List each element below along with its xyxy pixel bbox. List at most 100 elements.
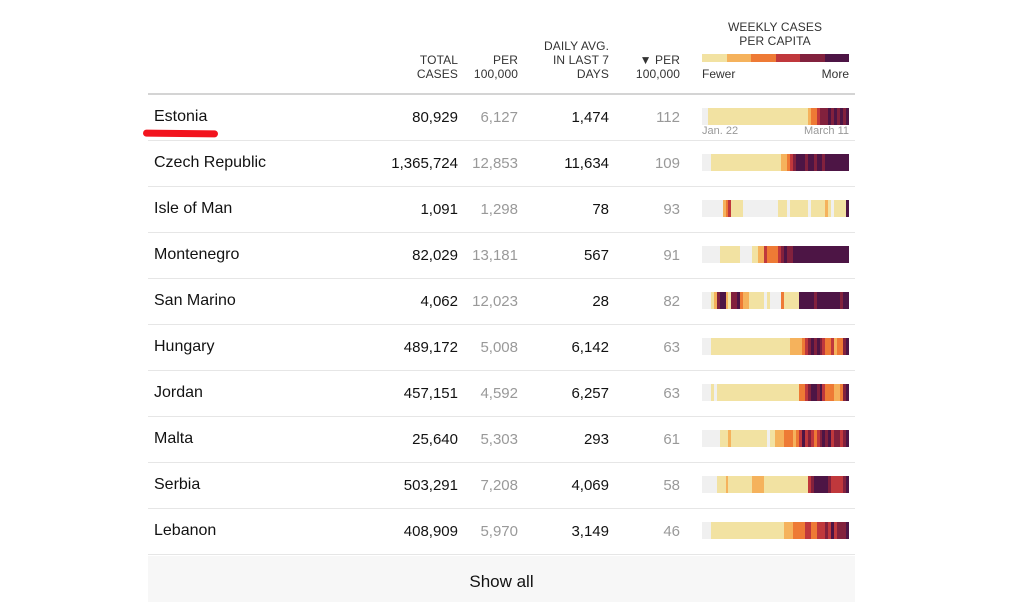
table-row[interactable]: Lebanon 408,909 5,970 3,149 46 (148, 509, 855, 555)
heatmap-cell (731, 430, 735, 447)
heatmap-cell (840, 154, 843, 171)
heatmap-cell (840, 384, 843, 401)
heatmap-cell (734, 384, 738, 401)
cases-table: Total Cases Per 100,000 Daily Avg. In La… (142, 0, 855, 555)
heatmap-cell (751, 108, 755, 125)
heatmap-cell (734, 246, 738, 263)
heatmap-cell (722, 522, 726, 539)
show-all-button[interactable]: Show all (148, 556, 855, 602)
heatmap-cell (760, 522, 764, 539)
heatmap-cell (743, 292, 747, 309)
heatmap-cell (731, 200, 735, 217)
heatmap-cell (722, 476, 726, 493)
legend-swatch (800, 54, 825, 62)
table-row[interactable]: Hungary 489,172 5,008 6,142 63 (148, 325, 855, 371)
table-row[interactable]: San Marino 4,062 12,023 28 82 (148, 279, 855, 325)
heatmap-cell (825, 292, 829, 309)
heatmap-cell (801, 246, 805, 263)
table-row[interactable]: Malta 25,640 5,303 293 61 (148, 417, 855, 463)
per-100k: 7,208 (480, 477, 518, 494)
header-per-100k[interactable]: Per 100,000 (473, 53, 518, 81)
heatmap-cell (707, 108, 711, 125)
heatmap-cell (819, 292, 823, 309)
heatmap-cell (766, 246, 770, 263)
heatmap-cell (757, 338, 761, 355)
heatmap-cell (796, 292, 799, 309)
total-cases: 25,640 (412, 431, 458, 448)
header-daily-avg[interactable]: Daily Avg. In Last 7 Days (543, 39, 609, 81)
heatmap-cell (737, 476, 741, 493)
heatmap-cell (822, 154, 826, 171)
header-per-100k-daily-sorted[interactable]: ▼ Per 100,000 (635, 53, 680, 81)
heatmap-cell (784, 430, 788, 447)
heatmap-cell (731, 292, 735, 309)
heatmap-cell (737, 246, 741, 263)
table-row[interactable]: Montenegro 82,029 13,181 567 91 (148, 233, 855, 279)
table-row[interactable]: Estonia 80,929 6,127 1,474 112 Jan. 22 March 1… (142, 95, 855, 141)
heatmap-cell (728, 154, 732, 171)
heatmap-cell (704, 108, 708, 125)
heatmap-cell (828, 430, 832, 447)
heatmap-cell (763, 384, 767, 401)
per-100k: 12,853 (472, 155, 518, 172)
total-cases: 4,062 (420, 293, 458, 310)
heatmap-cell (772, 338, 776, 355)
heatmap-cell (728, 384, 732, 401)
heatmap-cell (760, 338, 764, 355)
country-name: Malta (154, 430, 194, 447)
table-row[interactable]: Jordan 457,151 4,592 6,257 63 (148, 371, 855, 417)
heatmap-cell (807, 108, 811, 125)
heatmap-cell (840, 338, 843, 355)
heatmap-cell (843, 430, 846, 447)
heatmap-cell (769, 476, 773, 493)
heatmap-cell (816, 522, 820, 539)
table-row[interactable]: Serbia 503,291 7,208 4,069 58 (148, 463, 855, 509)
per-100k: 12,023 (472, 293, 518, 310)
table-row[interactable]: Isle of Man 1,091 1,298 78 93 (148, 187, 855, 233)
heatmap-cell (702, 200, 705, 217)
heatmap-cell (793, 108, 796, 125)
heatmap-cell (772, 246, 776, 263)
heatmap-cell (807, 338, 811, 355)
table-row[interactable]: Czech Republic 1,365,724 12,853 11,634 109 (148, 141, 855, 187)
heatmap-cell (813, 384, 817, 401)
heatmap-cell (790, 292, 794, 309)
heatmap-cell (702, 108, 705, 125)
heatmap-cell (716, 292, 720, 309)
heatmap-cell (725, 430, 729, 447)
heatmap-cell (787, 246, 791, 263)
heatmap-cell (763, 292, 767, 309)
heatmap-cell (743, 430, 747, 447)
heatmap-cell (822, 476, 826, 493)
heatmap-cell (819, 476, 823, 493)
heatmap-cell (722, 108, 726, 125)
heatmap-cell (702, 384, 705, 401)
heatmap-cell (734, 154, 738, 171)
heatmap-cell (775, 384, 779, 401)
heatmap-cell (740, 292, 744, 309)
heatmap-cell (754, 246, 758, 263)
heatmap-cell (801, 338, 805, 355)
heatmap-cell (810, 292, 814, 309)
header-total-cases[interactable]: Total Cases (416, 53, 458, 81)
total-cases: 503,291 (403, 477, 458, 494)
heatmap-cell (757, 200, 761, 217)
heatmap-cell (778, 200, 782, 217)
heatmap-cell (704, 246, 708, 263)
heatmap-cell (781, 246, 785, 263)
heatmap-cell (778, 246, 782, 263)
heatmap-cell (775, 154, 779, 171)
heatmap-cell (816, 338, 820, 355)
total-cases: 80,929 (412, 109, 458, 126)
heatmap-cell (713, 338, 717, 355)
heatmap-cell (760, 108, 764, 125)
heatmap-cell (790, 384, 794, 401)
heatmap-cell (781, 154, 785, 171)
heatmap-cell (769, 338, 773, 355)
heatmap-cell (704, 384, 708, 401)
weekly-heatmap (702, 154, 849, 171)
heatmap-cell (743, 246, 747, 263)
heatmap-cell (760, 476, 764, 493)
color-legend (702, 54, 849, 62)
heatmap-cell (796, 200, 799, 217)
